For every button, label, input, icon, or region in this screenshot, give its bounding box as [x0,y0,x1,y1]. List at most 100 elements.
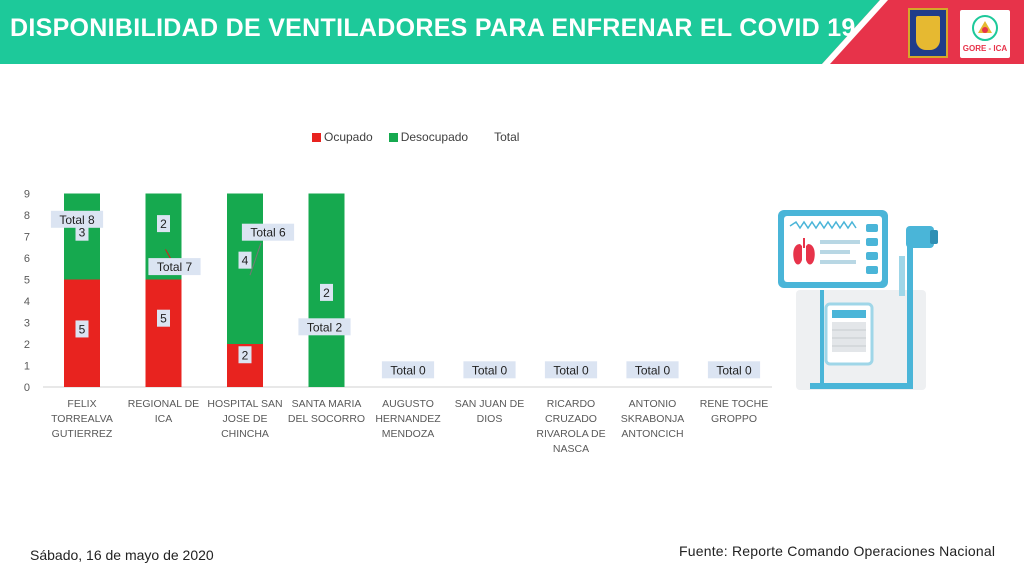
x-category-label: CRUZADO [545,413,597,425]
total-label-text: Total 0 [472,363,508,377]
x-category-label: DIOS [477,413,503,425]
y-tick-label: 7 [24,232,30,244]
legend-label-desocupado: Desocupado [400,130,469,144]
banner-divider [822,0,888,64]
legend-label-total: Total [494,130,520,144]
y-tick-label: 8 [24,210,30,222]
x-category-label: MENDOZA [382,428,435,440]
gore-ica-seal-icon [972,15,998,41]
x-category-label: RIVAROLA DE [536,428,605,440]
data-label-desocupado-box [75,223,89,241]
data-label-ocupado: 5 [157,309,170,327]
y-tick-label: 0 [24,382,30,394]
total-label: Total 6 [241,223,295,241]
y-tick-label: 1 [24,361,30,373]
total-label-text: Total 8 [59,213,95,227]
legend-swatch-ocupado [312,132,321,142]
x-category-label: SAN JUAN DE [455,398,524,410]
data-label-desocupado: 2 [157,215,170,233]
y-tick-label: 5 [24,275,30,287]
x-category-label: CHINCHA [221,428,269,440]
total-label-text: Total 0 [553,363,589,377]
total-label: Total 7 [148,258,201,276]
total-label-box [50,210,104,228]
total-label-box [707,361,761,379]
x-category-label: RENE TOCHE [700,398,768,410]
x-category-label: ANTONIO [629,398,677,410]
data-label-ocupado: 5 [75,320,89,338]
total-leader-line [249,242,262,276]
x-category-label: ICA [155,413,173,425]
x-category-label: ANTONCICH [621,428,683,440]
legend-swatch-desocupado [388,132,398,142]
data-label-ocupado-box [75,320,89,338]
total-label-text: Total 0 [716,363,752,377]
total-label-box [626,361,679,379]
total-label: Total 0 [544,361,598,379]
report-date: Sábado, 16 de mayo de 2020 [30,547,214,563]
data-label-desocupado-text: 4 [242,254,249,268]
x-category-label: JOSE DE [223,413,268,425]
data-label-desocupado: 3 [75,223,89,241]
data-label-desocupado-text: 3 [79,226,86,240]
y-tick-label: 2 [24,339,30,351]
total-label: Total 8 [50,210,104,228]
x-category-label: RICARDO [547,398,595,410]
data-label-desocupado-box [320,283,333,301]
total-label-text: Total 6 [250,226,286,240]
data-label-desocupado: 4 [238,251,252,269]
data-label-ocupado-box [157,309,170,327]
legend-label-ocupado: Ocupado [324,130,373,144]
total-label-box [148,258,201,276]
x-category-label: GUTIERREZ [52,428,113,440]
report-source: Fuente: Reporte Comando Operaciones Naci… [679,543,996,559]
banner-teal-band [0,0,880,64]
total-label-text: Total 2 [307,320,343,334]
legend-item-total: Total [494,130,519,144]
gore-ica-logo: GORE - ICA [958,8,1012,60]
data-label-desocupado-text: 2 [160,217,167,231]
x-category-label: NASCA [553,443,589,455]
data-label-desocupado-text: 2 [323,286,330,300]
regional-emblem-logo [908,8,948,58]
x-category-label: SANTA MARIA [292,398,362,410]
total-label: Total 2 [298,318,351,336]
legend-item-ocupado: Ocupado [312,130,373,144]
data-label-desocupado-box [238,251,252,269]
legend-item-desocupado: Desocupado [388,130,469,144]
gore-ica-logo-text: GORE - ICA [962,44,1008,53]
x-category-label: FELIX [67,398,96,410]
total-label-box [381,361,435,379]
total-label: Total 0 [707,361,761,379]
total-label-box [298,318,351,336]
data-label-ocupado-box [238,346,252,364]
total-label-box [241,223,295,241]
page-title: DISPONIBILIDAD DE VENTILADORES PARA ENFR… [10,14,856,42]
x-category-label: GROPPO [711,413,757,425]
x-category-label: REGIONAL DE [128,398,199,410]
total-label: Total 0 [626,361,679,379]
x-category-label: HERNANDEZ [375,413,441,425]
ventilator-bar-chart: 0 1 2 3 4 5 6 7 8 9 FELIX TORREALVA GUTIERREZ REGIONA… [24,189,772,455]
y-tick-label: 3 [24,318,30,330]
data-label-ocupado-text: 2 [242,348,249,362]
y-tick-label: 6 [24,253,30,265]
y-tick-label: 9 [24,189,30,201]
total-label-text: Total 0 [635,363,671,377]
bar-desocupado [227,193,263,344]
data-label-ocupado-text: 5 [160,312,167,326]
x-category-label: HOSPITAL SAN [207,398,282,410]
total-label-text: Total 0 [390,363,426,377]
total-label-box [463,361,516,379]
data-label-desocupado-box [157,215,170,233]
x-category-label: AUGUSTO [382,398,434,410]
chart-legend: Ocupado Desocupado Total [312,130,535,144]
ventilator-icon [778,210,938,390]
x-category-label: TORREALVA [51,413,113,425]
total-label: Total 0 [463,361,516,379]
data-label-ocupado: 2 [238,346,252,364]
x-category-label: SKRABONJA [621,413,685,425]
y-tick-label: 4 [24,296,30,308]
data-label-ocupado-text: 5 [79,322,86,336]
bar-ocupado [145,279,182,387]
